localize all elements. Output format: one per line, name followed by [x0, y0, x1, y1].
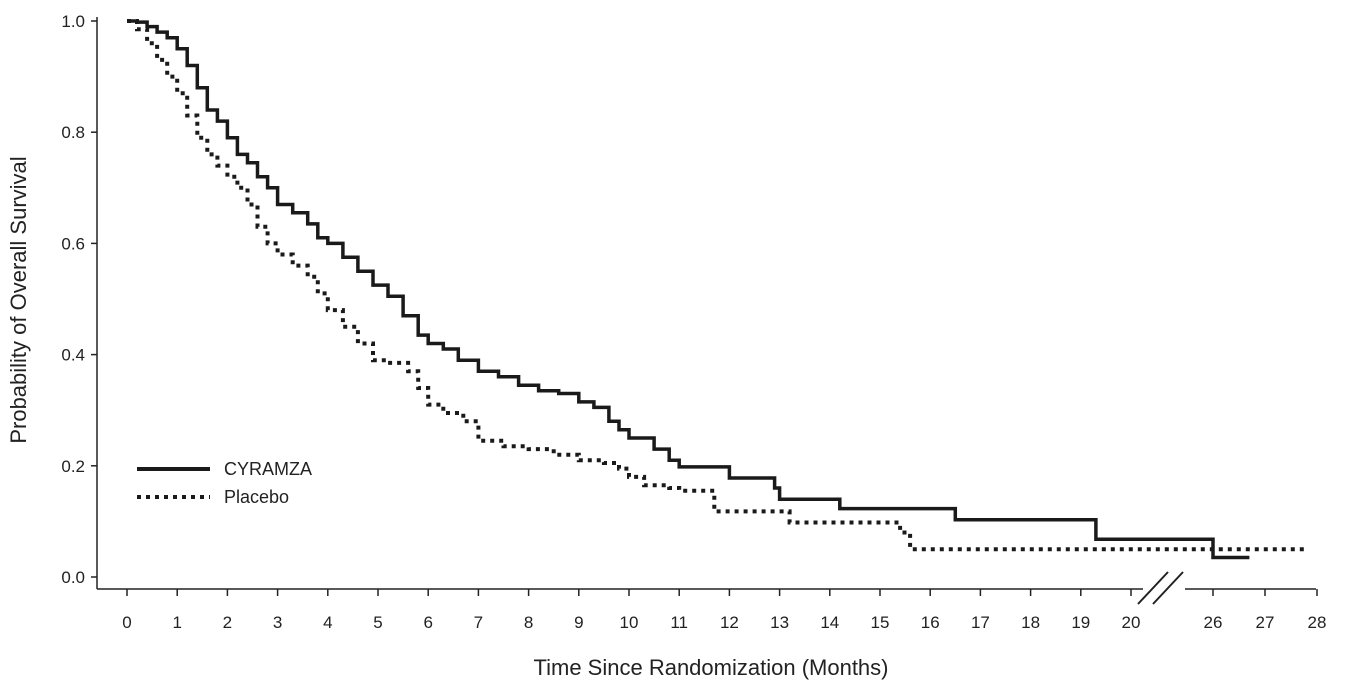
y-tick-label: 0.8	[61, 123, 85, 142]
x-tick-label: 19	[1071, 613, 1090, 632]
legend-label-placebo: Placebo	[224, 487, 289, 507]
x-tick-label: 10	[620, 613, 639, 632]
x-tick-label: 15	[871, 613, 890, 632]
series-line-cyramza	[127, 19, 1250, 560]
axes	[96, 17, 1316, 605]
ticks: 0.00.20.40.60.81.00 1 2 3 4 5 6 7 8 9 10 11 12 13 14 15…	[61, 12, 1326, 632]
x-tick-label: 27	[1256, 613, 1275, 632]
x-tick-label: 9	[574, 613, 583, 632]
y-tick-label: 1.0	[61, 12, 85, 31]
x-tick-label: 11	[670, 613, 688, 632]
y-axis-title: Probability of Overall Survival	[6, 156, 31, 443]
x-tick-label: 6	[423, 613, 432, 632]
axis-break-mark	[1137, 571, 1169, 605]
x-tick-label: 28	[1308, 613, 1327, 632]
x-tick-label: 18	[1021, 613, 1040, 632]
legend: CYRAMZA Placebo	[137, 459, 312, 507]
series-line-placebo	[127, 19, 1307, 552]
x-tick-label: 1	[172, 613, 181, 632]
y-tick-label: 0.4	[61, 346, 85, 365]
x-tick-label: 13	[770, 613, 789, 632]
y-tick-label: 0.2	[61, 457, 85, 476]
axis-break-mark	[1152, 571, 1184, 605]
series-lines	[127, 19, 1307, 560]
y-tick-label: 0.6	[61, 234, 85, 253]
legend-label-cyramza: CYRAMZA	[224, 459, 312, 479]
x-axis-title: Time Since Randomization (Months)	[534, 655, 889, 680]
y-tick-label: 0.0	[61, 568, 85, 587]
x-tick-label: 16	[921, 613, 940, 632]
x-tick-label: 4	[323, 613, 332, 632]
x-tick-label: 3	[273, 613, 282, 632]
x-tick-label: 2	[223, 613, 232, 632]
x-tick-label: 5	[373, 613, 382, 632]
x-tick-label: 20	[1122, 613, 1141, 632]
x-tick-label: 8	[524, 613, 533, 632]
x-tick-label: 26	[1204, 613, 1223, 632]
x-tick-label: 14	[820, 613, 839, 632]
x-tick-label: 7	[474, 613, 483, 632]
x-tick-label: 12	[720, 613, 739, 632]
x-tick-label: 17	[971, 613, 990, 632]
x-tick-label: 0	[122, 613, 131, 632]
